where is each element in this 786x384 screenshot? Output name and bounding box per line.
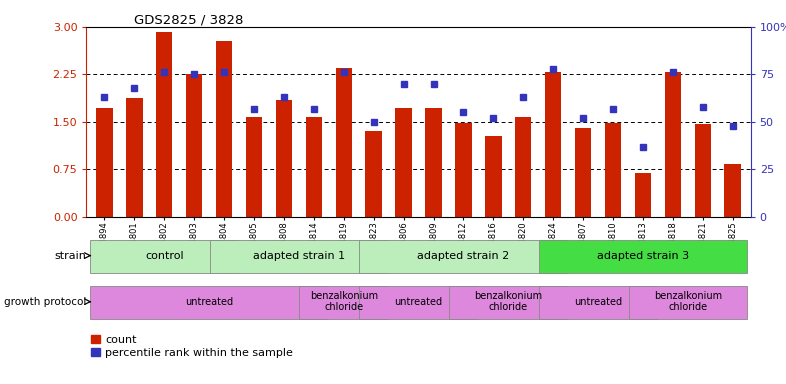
Text: adapted strain 2: adapted strain 2 [417,251,509,261]
Bar [359,240,567,273]
Bar [299,286,388,319]
Bar [186,74,202,217]
Bar [365,131,382,217]
Bar [359,286,478,319]
Text: GDS2825 / 3828: GDS2825 / 3828 [134,13,243,26]
Bar [306,117,322,217]
Bar [90,240,238,273]
Text: benzalkonium
chloride: benzalkonium chloride [654,291,722,312]
Bar [539,240,747,273]
Bar [575,128,591,217]
Text: benzalkonium
chloride: benzalkonium chloride [310,291,378,312]
Text: adapted strain 1: adapted strain 1 [253,251,345,261]
Bar [515,118,531,217]
Bar [725,164,741,217]
Bar [629,286,747,319]
Text: growth protocol: growth protocol [5,297,86,307]
Bar [216,41,233,217]
Text: adapted strain 3: adapted strain 3 [597,251,689,261]
Text: benzalkonium
chloride: benzalkonium chloride [474,291,542,312]
Bar [449,286,567,319]
Text: untreated: untreated [185,297,233,307]
Bar [126,98,142,217]
Bar [96,108,112,217]
Bar [635,173,651,217]
Bar [336,68,352,217]
Text: untreated: untreated [574,297,622,307]
Bar [455,123,472,217]
Bar [395,108,412,217]
Legend: count, percentile rank within the sample: count, percentile rank within the sample [86,330,298,362]
Bar [539,286,657,319]
Bar [665,73,681,217]
Bar [545,72,561,217]
Text: untreated: untreated [395,297,443,307]
Bar [695,124,711,217]
Bar [276,100,292,217]
Bar [210,240,388,273]
Bar [604,123,621,217]
Bar [156,32,172,217]
Bar [485,136,501,217]
Bar [425,108,442,217]
Bar [90,286,329,319]
Text: strain: strain [55,251,86,261]
Bar [246,117,263,217]
Text: control: control [145,251,184,261]
